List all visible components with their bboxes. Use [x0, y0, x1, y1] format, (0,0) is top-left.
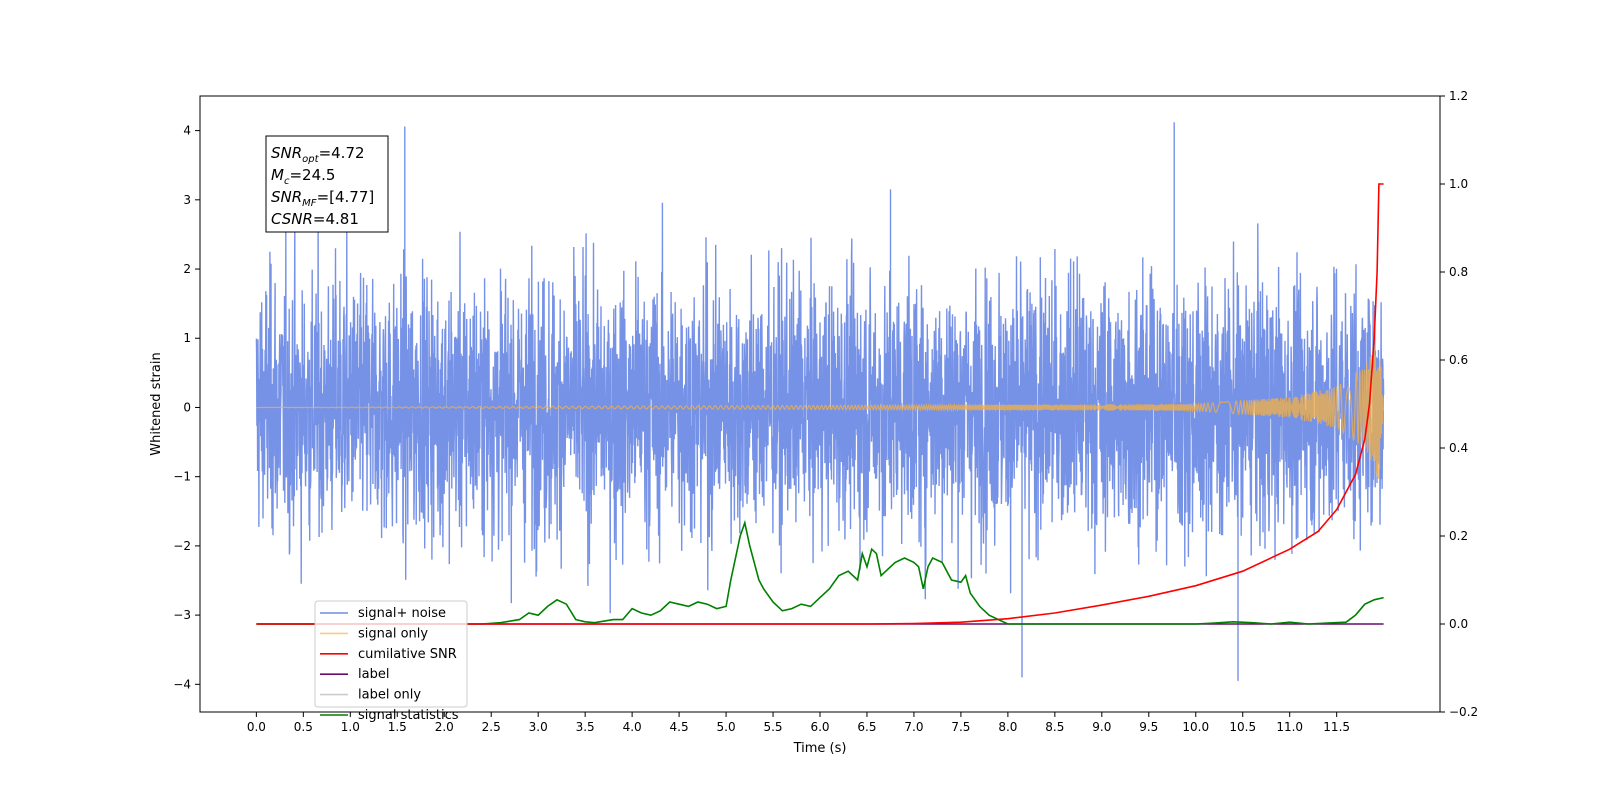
left-y-tick-label: −3 [173, 608, 191, 622]
x-tick-label: 4.5 [670, 720, 689, 734]
x-tick-label: 0.0 [247, 720, 266, 734]
annotation-frame [265, 135, 389, 233]
left-y-tick-label: −2 [173, 539, 191, 553]
legend-label: cumilative SNR [358, 647, 457, 662]
legend-frame [314, 600, 468, 708]
x-tick-label: 10.0 [1182, 720, 1209, 734]
left-y-tick-label: −4 [173, 677, 191, 691]
x-tick-label: 8.5 [1045, 720, 1064, 734]
x-tick-label: 6.5 [857, 720, 876, 734]
x-tick-label: 9.5 [1139, 720, 1158, 734]
signal-noise-line [255, 122, 1385, 681]
left-y-tick-label: −1 [173, 470, 191, 484]
signal-only-line [256, 345, 1385, 479]
right-y-tick-label: 1.2 [1449, 89, 1468, 103]
legend-label: label [358, 667, 389, 682]
legend-label: label only [358, 688, 421, 703]
right-y-tick-label: 0.4 [1449, 441, 1468, 455]
x-axis-ticks: 0.0 0.5 1.0 1.5 2.0 2.5 3.0 3.5 4.0 4.5 5.0 5.5 6.0 6… [247, 712, 1350, 734]
right-y-tick-label: 1.0 [1449, 177, 1468, 191]
right-axis-ticks: 1.2 1.0 0.8 0.6 0.4 0.2 0.0 −0.2 [1440, 89, 1478, 719]
annotation-line: CSNR=4.81 [271, 210, 359, 228]
x-tick-label: 11.0 [1276, 720, 1303, 734]
legend: signal+ noise signal only cumilative SNR la… [314, 600, 468, 723]
x-tick-label: 7.5 [951, 720, 970, 734]
signal-noise-series [255, 122, 1385, 681]
x-tick-label: 11.5 [1323, 720, 1350, 734]
legend-label: signal+ noise [358, 606, 446, 621]
left-y-tick-label: 3 [183, 193, 191, 207]
annotation-line: SNRopt=4.72 [271, 144, 365, 165]
x-tick-label: 0.5 [294, 720, 313, 734]
annotation-line: SNRMF=[4.77] [271, 188, 374, 209]
x-tick-label: 6.0 [810, 720, 829, 734]
cumilative-snr-line [256, 183, 1384, 625]
right-y-tick-label: 0.2 [1449, 529, 1468, 543]
x-tick-label: 5.5 [763, 720, 782, 734]
legend-label: signal statistics [358, 708, 459, 723]
signal-statistics-line [256, 519, 1384, 625]
left-y-tick-label: 1 [183, 331, 191, 345]
annotation-line: Mc=24.5 [271, 166, 335, 187]
left-y-tick-label: 4 [183, 124, 191, 138]
x-tick-label: 8.0 [998, 720, 1017, 734]
x-tick-label: 10.5 [1229, 720, 1256, 734]
x-tick-label: 1.5 [388, 720, 407, 734]
y-axis-label: Whitened strain [149, 352, 164, 455]
x-tick-label: 3.5 [576, 720, 595, 734]
left-y-tick-label: 0 [183, 400, 191, 414]
left-y-tick-label: 2 [183, 262, 191, 276]
signal-only-series [256, 345, 1385, 479]
right-y-tick-label: 0.8 [1449, 265, 1468, 279]
right-y-tick-label: −0.2 [1449, 705, 1478, 719]
x-tick-label: 9.0 [1092, 720, 1111, 734]
x-tick-label: 5.0 [717, 720, 736, 734]
x-tick-label: 7.0 [904, 720, 923, 734]
legend-label: signal only [358, 626, 428, 641]
x-tick-label: 3.0 [529, 720, 548, 734]
x-tick-label: 4.0 [623, 720, 642, 734]
right-y-tick-label: 0.6 [1449, 353, 1468, 367]
right-y-tick-label: 0.0 [1449, 617, 1468, 631]
x-tick-label: 2.5 [482, 720, 501, 734]
x-tick-label: 1.0 [341, 720, 360, 734]
left-axis-ticks: 4 3 2 1 0 −1 −2 −3 −4 [173, 124, 200, 691]
x-tick-label: 2.0 [435, 720, 454, 734]
x-axis-label: Time (s) [793, 741, 847, 756]
